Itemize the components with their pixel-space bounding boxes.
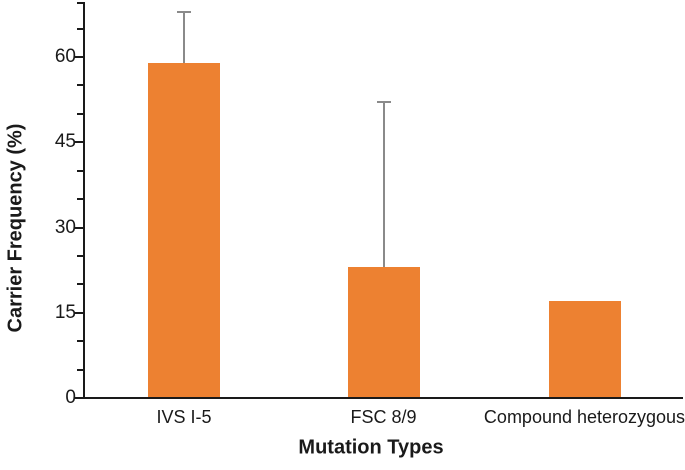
y-tick-label-0: 0	[65, 387, 76, 408]
y-major-tick-0	[74, 397, 84, 399]
y-major-tick-15	[74, 311, 84, 314]
y-tick-label-60: 60	[54, 46, 76, 67]
x-axis-title: Mutation Types	[298, 436, 444, 459]
category-label-3: Compound heterozygous	[483, 407, 685, 427]
category-label-1: IVS I-5	[156, 407, 212, 427]
x-axis-line	[83, 397, 683, 399]
y-minor-tick-50	[77, 112, 84, 115]
y-minor-tick-10	[77, 340, 84, 343]
y-minor-tick-70	[77, 2, 84, 4]
y-tick-label-45: 45	[54, 131, 76, 153]
error-bar-cap-2	[376, 101, 391, 104]
y-axis-line	[83, 2, 85, 399]
y-major-tick-45	[74, 141, 84, 144]
y-major-tick-60	[74, 56, 84, 58]
y-minor-tick-65	[77, 27, 84, 30]
y-minor-tick-55	[77, 84, 84, 87]
y-minor-tick-35	[77, 198, 84, 201]
y-minor-tick-5	[77, 368, 84, 371]
bar-1	[148, 62, 220, 398]
error-bar-line-1	[183, 11, 185, 63]
y-minor-tick-20	[77, 283, 84, 286]
y-major-tick-30	[74, 226, 84, 229]
error-bar-line-2	[382, 102, 385, 268]
category-label-2: FSC 8/9	[350, 407, 417, 427]
y-tick-label-15: 15	[54, 301, 76, 323]
y-minor-tick-40	[77, 169, 84, 172]
y-minor-tick-25	[77, 254, 84, 257]
bar-2	[347, 267, 420, 398]
bar-3	[548, 301, 621, 398]
y-tick-label-30: 30	[54, 216, 76, 238]
error-bar-cap-1	[177, 10, 191, 13]
